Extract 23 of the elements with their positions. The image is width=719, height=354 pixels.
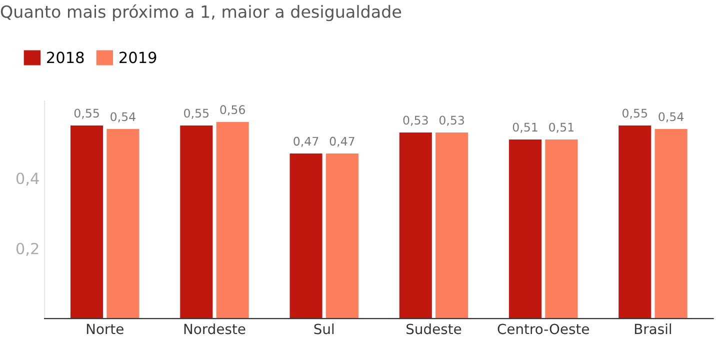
data-label: 0,47 (330, 136, 354, 147)
x-tick-label: Sul (314, 323, 334, 334)
data-label: 0,51 (549, 122, 574, 133)
data-label: 0,51 (512, 122, 538, 133)
y-tick-label: 0,4 (16, 172, 39, 186)
data-label: 0,55 (74, 108, 99, 119)
data-label: 0,53 (403, 116, 428, 126)
data-label: 0,54 (110, 112, 136, 122)
legend-label: 2018 (47, 52, 84, 64)
x-tick-label: Nordeste (184, 323, 246, 334)
x-tick-label: Norte (86, 324, 124, 334)
y-tick-label: 0,2 (16, 242, 38, 256)
legend-label: 2019 (120, 52, 156, 64)
data-label: 0,47 (294, 136, 318, 147)
data-label: 0,54 (658, 112, 684, 122)
x-tick-label: Sudeste (406, 323, 462, 334)
data-label: 0,56 (220, 105, 245, 116)
data-label: 0,55 (184, 108, 209, 119)
data-label: 0,55 (622, 108, 647, 119)
x-tick-label: Centro-Oeste (498, 324, 589, 334)
chart-title: Quanto mais próximo a 1, maior a desigualdade (0, 4, 402, 22)
x-tick-label: Brasil (634, 323, 672, 334)
data-label: 0,53 (439, 116, 464, 126)
